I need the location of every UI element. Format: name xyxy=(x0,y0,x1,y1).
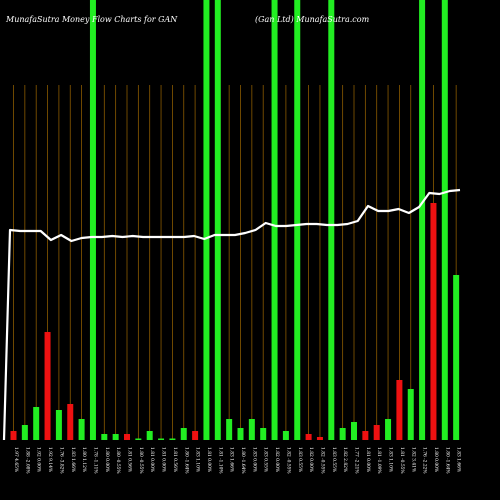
bar xyxy=(339,428,346,440)
x-tick-label: 1.81 0.56% xyxy=(127,447,132,472)
bar xyxy=(385,419,392,440)
bar xyxy=(112,434,119,440)
bar xyxy=(430,203,437,440)
bar xyxy=(10,431,17,440)
x-tick-label: 1.81 0.00% xyxy=(365,447,370,472)
bar xyxy=(192,431,199,440)
x-tick-label: 1.81 0.00% xyxy=(161,447,166,472)
x-tick-label: 1.78 -1.11% xyxy=(92,447,97,474)
x-tick-label: 1.97 4.65% xyxy=(13,447,18,472)
x-tick-label: 1.82 3.41% xyxy=(410,447,415,472)
bar xyxy=(67,404,74,440)
chart-title-right: (Gan Ltd) MunafaSutra.com xyxy=(255,15,370,24)
bar xyxy=(453,275,460,440)
x-tick-label: 1.80 -1.64% xyxy=(240,447,245,474)
chart-title-left: MunafaSutra Money Flow Charts for GAN xyxy=(5,15,178,24)
bar xyxy=(33,407,40,440)
bar xyxy=(362,431,369,440)
x-tick-label: 1.83 0.55% xyxy=(297,447,302,472)
x-tick-label: 1.77 -2.21% xyxy=(354,447,359,474)
x-tick-labels: 1.97 4.65% 1.88 -2.08% 1.92 0.00% 1.92 9.14… xyxy=(13,447,461,474)
bar xyxy=(441,0,448,440)
x-tick-label: 1.80 1.12% xyxy=(81,447,86,472)
bar xyxy=(214,0,221,440)
bar xyxy=(89,0,96,440)
x-tick-label: 1.81 -0.55% xyxy=(399,447,404,474)
x-tick-label: 1.81 -1.09% xyxy=(376,447,381,474)
x-tick-label: 1.81 -1.10% xyxy=(217,447,222,474)
x-tick-label: 1.80 -0.55% xyxy=(138,447,143,474)
bar xyxy=(101,434,108,440)
bar xyxy=(294,0,301,440)
x-tick-label: 1.83 1.66% xyxy=(456,447,461,472)
bar xyxy=(373,425,380,440)
bar xyxy=(124,434,130,440)
x-tick-label: 1.83 0.55% xyxy=(331,447,336,472)
bar xyxy=(396,380,403,440)
bar xyxy=(248,419,255,440)
bar xyxy=(55,410,62,440)
bars xyxy=(10,0,460,440)
x-tick-label: 1.82 0.00% xyxy=(308,447,313,472)
x-tick-label: 1.88 -2.08% xyxy=(24,447,29,474)
bar xyxy=(226,419,233,440)
x-tick-label: 1.81 0.56% xyxy=(172,447,177,472)
bar xyxy=(169,438,176,440)
bar xyxy=(158,438,165,440)
x-tick-label: 1.76 -3.82% xyxy=(58,447,63,474)
x-tick-label: 1.82 -0.55% xyxy=(319,447,324,474)
bar xyxy=(328,0,335,440)
x-tick-label: 1.80 -0.55% xyxy=(115,447,120,474)
x-tick-label: 1.80 0.00% xyxy=(104,447,109,472)
bar xyxy=(316,437,323,440)
bar xyxy=(203,0,210,440)
x-tick-label: 1.81 0.00% xyxy=(149,447,154,472)
x-tick-label: 1.83 1.10% xyxy=(388,447,393,472)
bar xyxy=(237,428,244,440)
bar xyxy=(271,0,278,440)
x-tick-label: 1.81 0.00% xyxy=(206,447,211,472)
x-tick-label: 1.80 -1.64% xyxy=(183,447,188,474)
bar xyxy=(44,332,51,440)
price-line xyxy=(2,188,461,441)
x-tick-label: 1.83 1.66% xyxy=(70,447,75,472)
x-tick-label: 1.83 1.66% xyxy=(229,447,234,472)
x-tick-label: 1.92 0.00% xyxy=(36,447,41,472)
bar xyxy=(146,431,153,440)
x-tick-label: 1.82 0.00% xyxy=(274,447,279,472)
bar xyxy=(260,428,267,440)
x-tick-label: 1.82 -0.55% xyxy=(285,447,290,474)
x-tick-label: 1.76 -2.22% xyxy=(422,447,427,474)
bar xyxy=(135,438,142,440)
x-tick-label: 1.83 0.00% xyxy=(251,447,256,472)
x-tick-label: 1.80 0.00% xyxy=(433,447,438,472)
x-tick-label: 1.92 9.14% xyxy=(47,447,52,472)
bar xyxy=(351,422,357,440)
bar xyxy=(407,389,414,440)
bar xyxy=(21,425,28,440)
bar xyxy=(78,419,85,440)
bar xyxy=(305,434,312,440)
bar xyxy=(419,0,426,440)
x-tick-label: 1.82 2.82% xyxy=(342,447,347,472)
x-tick-label: 1.80 -1.64% xyxy=(444,447,449,474)
bar xyxy=(282,431,289,440)
x-tick-label: 1.83 1.10% xyxy=(195,447,200,472)
x-tick-label: 1.83 0.55% xyxy=(263,447,268,472)
bar xyxy=(180,428,187,440)
